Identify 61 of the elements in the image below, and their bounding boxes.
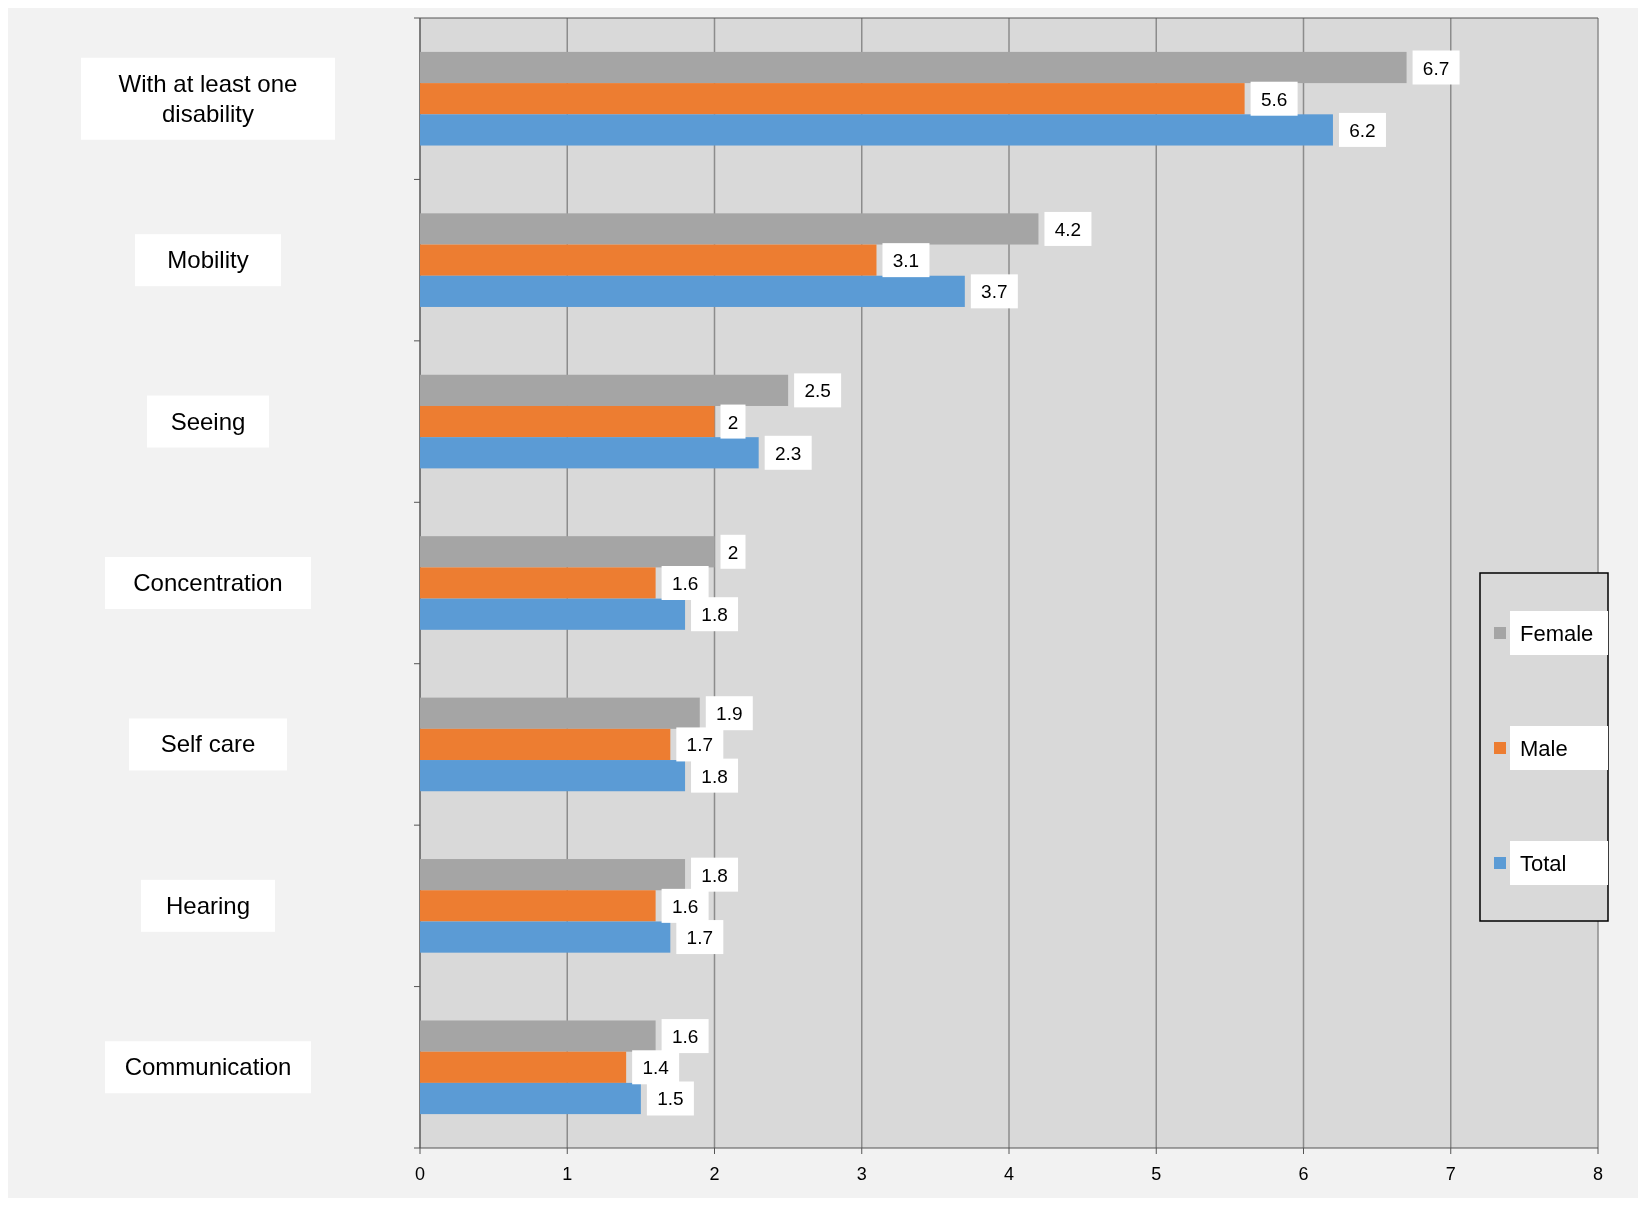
bar <box>420 859 686 891</box>
x-tick-label: 4 <box>1003 1164 1015 1184</box>
x-tick-label: 6 <box>1298 1164 1309 1184</box>
y-tick-label: Seeing <box>170 407 246 435</box>
x-tick-label: 0 <box>414 1164 426 1184</box>
x-tick-label: 3 <box>856 1164 867 1184</box>
bar <box>420 728 671 761</box>
data-label: 4.2 <box>1054 218 1082 240</box>
legend-label: Male <box>1520 736 1568 761</box>
bar <box>420 567 656 599</box>
bar <box>420 83 1245 115</box>
data-label: 6.2 <box>1349 119 1376 141</box>
data-label: 1.6 <box>671 895 699 917</box>
x-tick-label: 2 <box>709 1164 720 1184</box>
y-tick-label: With at least one disability <box>118 69 298 127</box>
bar <box>420 437 759 469</box>
bar <box>420 697 700 729</box>
x-tick-label: 5 <box>1151 1164 1162 1184</box>
data-label: 1.8 <box>701 864 728 886</box>
y-tick-label: Hearing <box>165 891 251 919</box>
data-label: 2.3 <box>774 442 802 464</box>
data-label: 1.5 <box>657 1088 684 1110</box>
data-label: 1.7 <box>686 927 714 949</box>
data-label: 1.4 <box>642 1057 670 1079</box>
bar <box>420 244 877 276</box>
bar <box>420 275 965 307</box>
y-tick-label: Concentration <box>133 569 283 596</box>
data-label: 2.5 <box>804 380 831 402</box>
bar <box>420 374 789 406</box>
bar <box>420 1051 627 1083</box>
bar <box>420 51 1407 84</box>
bar <box>420 921 671 953</box>
legend-label: Female <box>1520 621 1594 646</box>
bar <box>420 114 1333 146</box>
bar <box>420 1020 656 1052</box>
bar <box>420 536 715 568</box>
bar <box>420 405 715 438</box>
bar <box>420 1082 641 1115</box>
bar <box>420 598 686 630</box>
x-tick-label: 8 <box>1592 1164 1604 1184</box>
y-tick-label: Communication <box>124 1053 292 1081</box>
y-tick-label: Self care <box>160 730 256 758</box>
data-label: 3.7 <box>981 281 1008 303</box>
data-label: 2 <box>727 411 739 433</box>
data-label: 3.1 <box>892 250 920 272</box>
bar <box>420 890 656 922</box>
y-tick-label: Mobility <box>167 246 249 274</box>
data-label: 5.6 <box>1260 88 1288 110</box>
data-label: 1.7 <box>686 734 714 756</box>
bar <box>420 213 1039 245</box>
legend-label: Total <box>1520 851 1567 876</box>
data-label: 1.8 <box>701 765 728 787</box>
bar <box>420 760 686 792</box>
data-label: 1.6 <box>671 1026 699 1048</box>
x-tick-label: 7 <box>1445 1164 1456 1184</box>
data-label: 1.6 <box>671 573 699 594</box>
data-label: 1.9 <box>716 703 743 725</box>
data-label: 6.7 <box>1422 57 1450 79</box>
data-label: 2 <box>727 541 739 563</box>
x-tick-label: 1 <box>562 1164 573 1184</box>
data-label: 1.8 <box>701 604 728 626</box>
